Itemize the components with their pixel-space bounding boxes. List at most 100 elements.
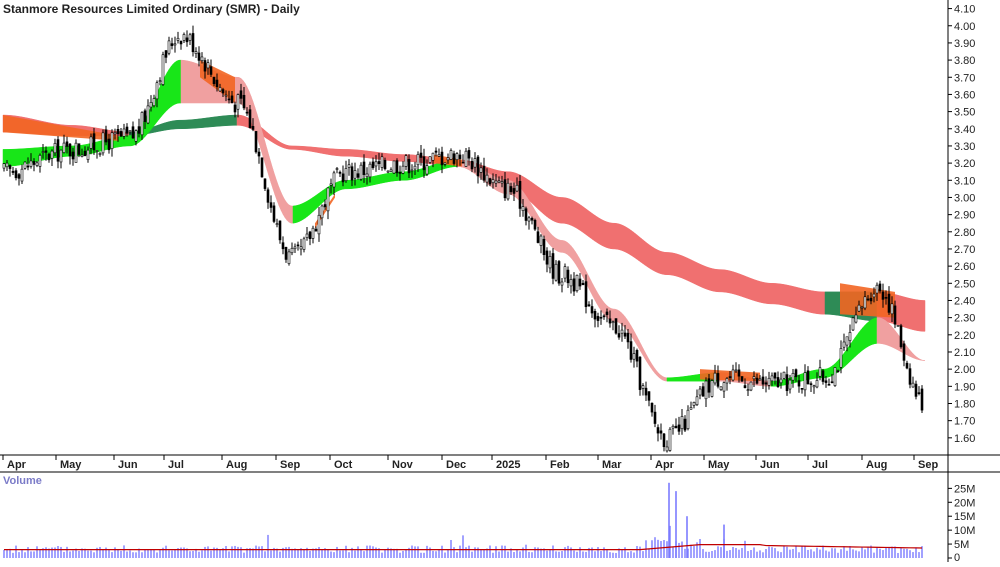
month-label: Sep bbox=[918, 459, 938, 471]
short-ma-band-up bbox=[867, 321, 869, 347]
volume-tick-label: 25M bbox=[954, 483, 975, 495]
candle bbox=[828, 379, 830, 386]
long-ma-band-down bbox=[401, 154, 403, 161]
short-ma-band-up bbox=[17, 149, 19, 166]
long-ma-band-up bbox=[171, 121, 173, 130]
short-ma-band-up bbox=[311, 197, 313, 213]
short-ma-band-up bbox=[385, 173, 387, 182]
short-ma-band-down bbox=[895, 330, 897, 349]
long-ma-band-up bbox=[187, 120, 189, 129]
candle bbox=[318, 207, 320, 242]
candle bbox=[657, 424, 659, 441]
long-ma-band-down bbox=[585, 208, 587, 235]
candle bbox=[174, 37, 176, 53]
candle bbox=[336, 167, 338, 173]
long-ma-band-down bbox=[723, 270, 725, 293]
candle bbox=[723, 382, 725, 398]
long-ma-band-up bbox=[203, 118, 205, 127]
long-ma-band-down bbox=[279, 141, 281, 146]
candle bbox=[546, 247, 548, 272]
long-ma-band-down bbox=[575, 201, 577, 228]
long-ma-band-down bbox=[815, 291, 817, 313]
long-ma-band-down bbox=[589, 211, 591, 238]
month-label: Jul bbox=[168, 459, 184, 471]
candle bbox=[699, 386, 701, 399]
short-ma-band-up bbox=[851, 341, 853, 361]
candle bbox=[645, 382, 647, 401]
candle bbox=[804, 364, 806, 396]
long-ma-band-down bbox=[665, 252, 667, 274]
short-ma-band-down bbox=[575, 251, 577, 266]
short-ma-band-down bbox=[655, 369, 657, 376]
price-tick-label: 3.10 bbox=[954, 175, 975, 187]
short-ma-band-up bbox=[307, 200, 309, 217]
price-tick-label: 3.70 bbox=[954, 72, 975, 84]
long-ma-band-down bbox=[645, 241, 647, 266]
candle bbox=[60, 149, 62, 168]
candle bbox=[528, 216, 530, 230]
candle bbox=[630, 333, 632, 362]
short-ma-band-up bbox=[435, 164, 437, 172]
candle bbox=[711, 379, 713, 398]
candle bbox=[321, 204, 323, 225]
month-label: Jul bbox=[812, 459, 828, 471]
volume-label: Volume bbox=[3, 475, 42, 487]
long-ma-band-down bbox=[239, 115, 241, 125]
long-ma-band-up bbox=[221, 116, 223, 126]
short-ma-band-up bbox=[387, 173, 389, 182]
long-ma-band-down bbox=[241, 115, 243, 126]
short-ma-band-down bbox=[571, 246, 573, 260]
short-ma-band-up bbox=[159, 85, 161, 120]
candle bbox=[348, 159, 350, 176]
short-ma-band-up bbox=[21, 149, 23, 165]
long-ma-band-down bbox=[751, 278, 753, 300]
candle bbox=[15, 168, 17, 180]
long-ma-band-down bbox=[663, 252, 665, 275]
long-ma-band-down bbox=[819, 292, 821, 314]
short-ma-band-down bbox=[187, 61, 189, 103]
long-ma-band-up bbox=[829, 292, 831, 315]
short-ma-band-up bbox=[863, 325, 865, 350]
candle bbox=[834, 367, 836, 386]
short-ma-band-down bbox=[885, 320, 887, 345]
short-ma-band-down bbox=[907, 347, 909, 356]
short-ma-band-down bbox=[659, 374, 661, 380]
long-ma-band-down bbox=[923, 300, 925, 331]
short-ma-band-up bbox=[685, 376, 687, 381]
candle bbox=[306, 227, 308, 241]
candle bbox=[726, 377, 728, 390]
long-ma-band-down bbox=[675, 253, 677, 276]
short-ma-band-down bbox=[593, 285, 595, 301]
short-ma-band-up bbox=[697, 374, 699, 381]
short-ma-band-down bbox=[917, 357, 919, 360]
candle bbox=[591, 299, 593, 317]
long-ma-band-up bbox=[835, 292, 837, 315]
short-ma-band-up bbox=[691, 375, 693, 381]
long-ma-band-up bbox=[837, 292, 839, 316]
long-ma-band-down bbox=[325, 148, 327, 154]
short-ma-band-down bbox=[661, 375, 663, 380]
short-ma-band-up bbox=[853, 338, 855, 359]
candle bbox=[786, 367, 788, 396]
short-ma-band-down bbox=[289, 205, 291, 223]
long-ma-band-down bbox=[273, 137, 275, 144]
candle bbox=[393, 161, 395, 174]
short-ma-band-down bbox=[647, 356, 649, 365]
month-label: Apr bbox=[7, 459, 27, 471]
short-ma-band-up bbox=[121, 136, 123, 147]
long-ma-band-down bbox=[293, 146, 295, 149]
long-ma-band-down bbox=[603, 220, 605, 247]
price-tick-label: 2.80 bbox=[954, 227, 975, 239]
long-ma-band-up bbox=[207, 118, 209, 128]
short-ma-band-down bbox=[619, 311, 621, 324]
short-ma-band-up bbox=[405, 172, 407, 181]
price-tick-label: 3.00 bbox=[954, 192, 975, 204]
candle bbox=[48, 153, 50, 163]
short-ma-band-up bbox=[297, 205, 299, 223]
long-ma-band-down bbox=[593, 214, 595, 241]
month-label: Nov bbox=[392, 459, 414, 471]
long-ma-band-down bbox=[343, 149, 345, 156]
candle bbox=[765, 376, 767, 392]
long-ma-band-down bbox=[811, 291, 813, 313]
short-ma-band-down bbox=[581, 261, 583, 277]
